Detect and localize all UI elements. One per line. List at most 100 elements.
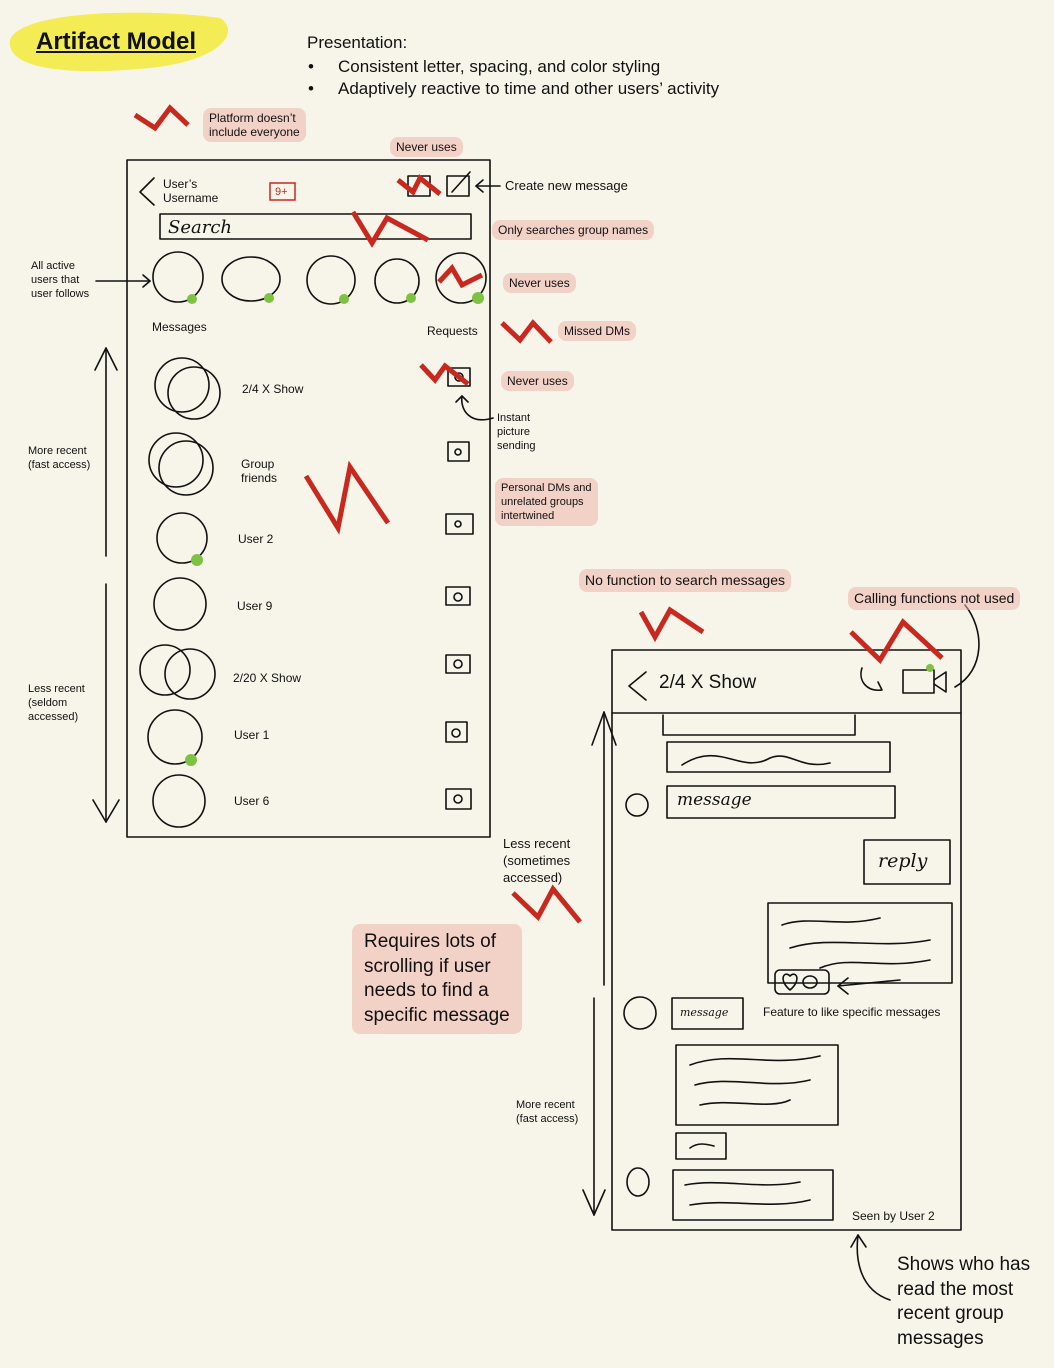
sketch-path (782, 973, 798, 991)
sketch-rect (666, 741, 891, 773)
text-line: User 6 (234, 794, 270, 808)
text-line: Requires lots of (364, 931, 497, 952)
sketch-path (684, 1181, 811, 1206)
presentation-heading: Presentation: (307, 33, 408, 52)
sketch-ellipse (802, 975, 818, 989)
sketch-circle (158, 440, 214, 496)
red-mark (303, 460, 391, 535)
annotation: Feature to like specific messages (763, 1005, 940, 1019)
sketch-circle (451, 728, 461, 738)
active-dot (406, 293, 416, 303)
text-line: specific message (364, 1004, 510, 1026)
text-line: recent group (897, 1303, 1004, 1324)
seen-indicator: Seen by User 2 (852, 1209, 935, 1223)
conversation-name[interactable]: User 6 (234, 794, 269, 808)
compose-icon (446, 175, 470, 197)
sketch-circle (453, 794, 463, 804)
search-input[interactable]: Search (168, 217, 232, 238)
message-text: message (677, 790, 752, 810)
arrow (954, 604, 980, 688)
annotation: Less recent (seldom accessed) (28, 682, 85, 724)
message-text: message (680, 1006, 729, 1019)
arrow (461, 395, 494, 421)
text-line: Personal DMs and (501, 482, 592, 494)
sketch-polyline (933, 671, 947, 693)
text-line: No function to search messages (585, 572, 785, 588)
inbox-frame (126, 159, 491, 838)
chat-title: 2/4 X Show (659, 672, 757, 693)
annotation: Only searches group names (492, 220, 655, 240)
sketch-rect (445, 654, 471, 674)
bullet-text: Consistent letter, spacing, and color st… (338, 57, 661, 76)
sketch-path (689, 1055, 821, 1106)
arrowhead (142, 274, 151, 288)
text-line: users that (31, 274, 80, 286)
phone-icon (860, 667, 883, 691)
annotation: Never uses (501, 371, 574, 391)
annotation: Create new message (505, 179, 628, 193)
text-line: sending (497, 440, 536, 452)
text-line: Less recent (503, 836, 571, 851)
story-avatar (221, 256, 281, 302)
red-mark (133, 104, 190, 132)
annotation: Less recent (sometimes accessed) (503, 835, 570, 886)
sketch-rect (445, 513, 474, 535)
sketch-rect (672, 1169, 834, 1221)
conversation-name[interactable]: User 1 (234, 728, 269, 742)
sketch-rect (863, 839, 951, 885)
text-line: More recent (28, 445, 87, 457)
active-dot (339, 294, 349, 304)
red-mark (511, 884, 582, 924)
text-line: Never uses (396, 140, 457, 154)
badge-box (269, 182, 296, 201)
sketch-line (837, 979, 901, 987)
active-dot (187, 294, 197, 304)
annotation: Calling functions not used (848, 587, 1021, 610)
sketch-circle (153, 577, 207, 631)
conversation-name[interactable]: User 2 (238, 532, 273, 546)
title-highlight (9, 12, 229, 72)
search-box (159, 213, 472, 240)
sketch-path (856, 1234, 891, 1301)
requests-tab[interactable]: Requests (427, 324, 478, 338)
annotation: More recent (fast access) (28, 444, 90, 472)
sketch-circle (625, 793, 649, 817)
message-text: reply (878, 850, 928, 872)
bullet: • (308, 57, 314, 76)
story-avatar (152, 251, 204, 303)
text-line: user follows (31, 288, 90, 300)
text-line: picture (497, 426, 531, 438)
arrowhead (475, 179, 484, 193)
back-chevron (139, 177, 155, 206)
red-mark (350, 210, 430, 248)
back-chevron (628, 671, 647, 701)
conversation-name[interactable]: Group friends (241, 457, 277, 485)
text-line: User 9 (237, 599, 273, 613)
conversation-name[interactable]: 2/4 X Show (242, 382, 303, 396)
text-line: User 2 (238, 532, 274, 546)
active-dot (185, 754, 197, 766)
sketch-circle (148, 432, 204, 488)
text-line: Instant (497, 412, 531, 424)
sketch-polyline (662, 714, 856, 736)
text-line: intertwined (501, 510, 555, 522)
text-line: Username (163, 191, 219, 205)
sketch-rect (675, 1044, 839, 1126)
conversation-name[interactable]: 2/20 X Show (233, 671, 301, 685)
video-icon (902, 669, 935, 694)
conversation-name[interactable]: User 9 (237, 599, 272, 613)
sketch-rect (666, 785, 896, 819)
text-line: Group (241, 457, 275, 471)
text-line: All active (31, 260, 76, 272)
annotation: Never uses (503, 273, 576, 293)
text-line: (sometimes (503, 853, 571, 868)
story-avatar (306, 255, 356, 305)
sketch-circle (167, 366, 221, 420)
text-line: 2/4 X Show (242, 382, 304, 396)
text-line: unrelated groups (501, 496, 584, 508)
messages-tab[interactable]: Messages (152, 320, 207, 334)
red-mark (396, 174, 442, 196)
text-line: Platform doesn’t (209, 111, 296, 125)
red-mark (500, 319, 553, 344)
annotation: All active users that user follows (31, 259, 89, 301)
